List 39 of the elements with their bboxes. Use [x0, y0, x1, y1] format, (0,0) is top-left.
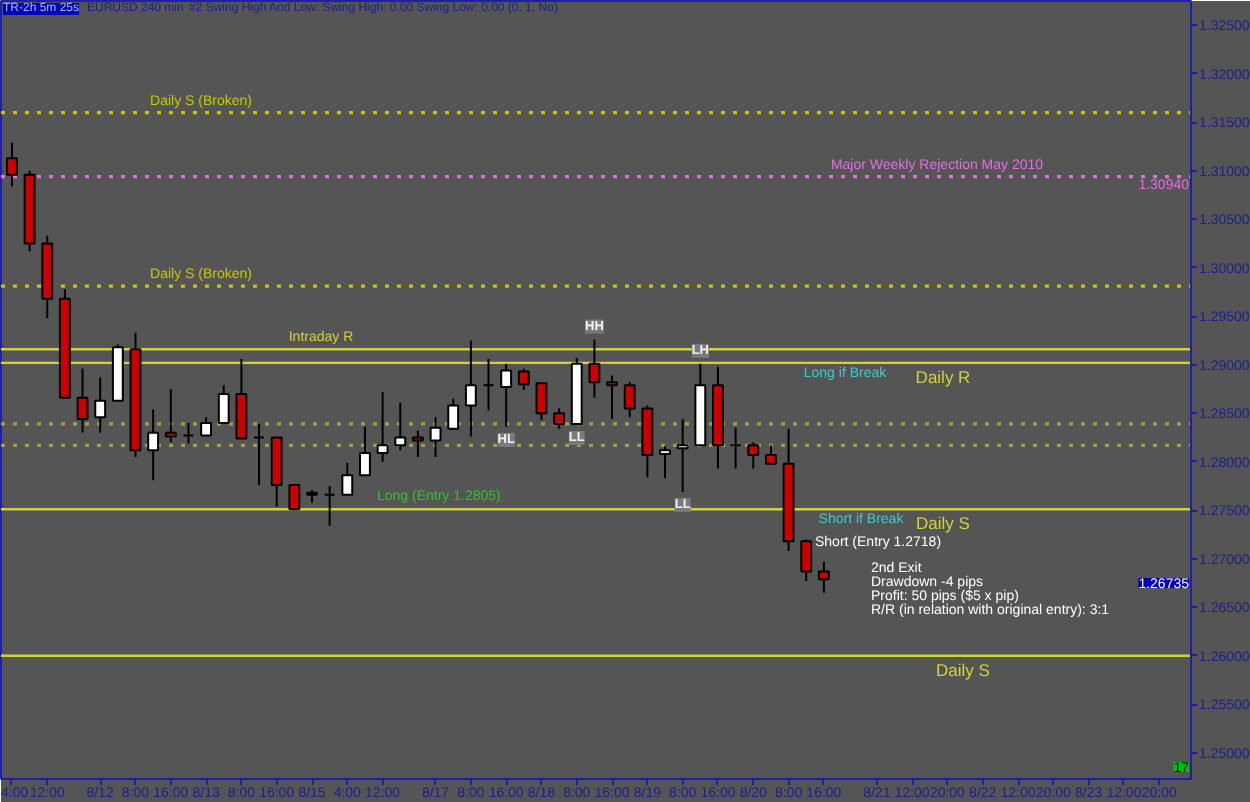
candlestick	[588, 338, 601, 399]
candlestick	[764, 444, 777, 465]
candlestick	[517, 367, 530, 391]
candlestick	[94, 376, 107, 434]
candlestick	[482, 357, 495, 412]
candlestick	[676, 418, 689, 493]
candlestick	[182, 421, 195, 445]
candlestick	[76, 367, 89, 434]
candlestick	[623, 381, 636, 419]
candlestick	[500, 362, 513, 428]
candlestick	[323, 485, 336, 527]
candlestick	[535, 381, 548, 422]
candlestick	[217, 384, 230, 424]
candlestick	[359, 425, 371, 477]
ref-line-label: Daily S	[936, 659, 991, 680]
candlestick	[200, 416, 213, 437]
candlestick	[341, 461, 354, 496]
candlestick	[147, 408, 160, 482]
candlestick	[729, 426, 742, 470]
candlestick	[553, 407, 566, 430]
candlestick	[376, 390, 389, 463]
candlestick	[270, 436, 283, 508]
candlestick	[288, 483, 301, 512]
candlestick	[235, 357, 248, 440]
candlestick	[747, 441, 760, 470]
candlestick	[817, 560, 830, 594]
candlestick	[464, 339, 477, 438]
candlestick	[447, 397, 460, 430]
candlestick	[253, 422, 265, 487]
candlestick	[641, 404, 654, 479]
ref-line-label: Daily S	[916, 513, 971, 534]
candlestick	[164, 388, 177, 444]
candlestick	[800, 538, 813, 583]
candlestick	[429, 416, 442, 458]
ref-line-label: Daily R	[915, 366, 971, 387]
candlestick	[606, 374, 618, 421]
candlestick	[659, 445, 671, 480]
candlestick	[6, 141, 18, 188]
candlestick	[394, 401, 407, 452]
